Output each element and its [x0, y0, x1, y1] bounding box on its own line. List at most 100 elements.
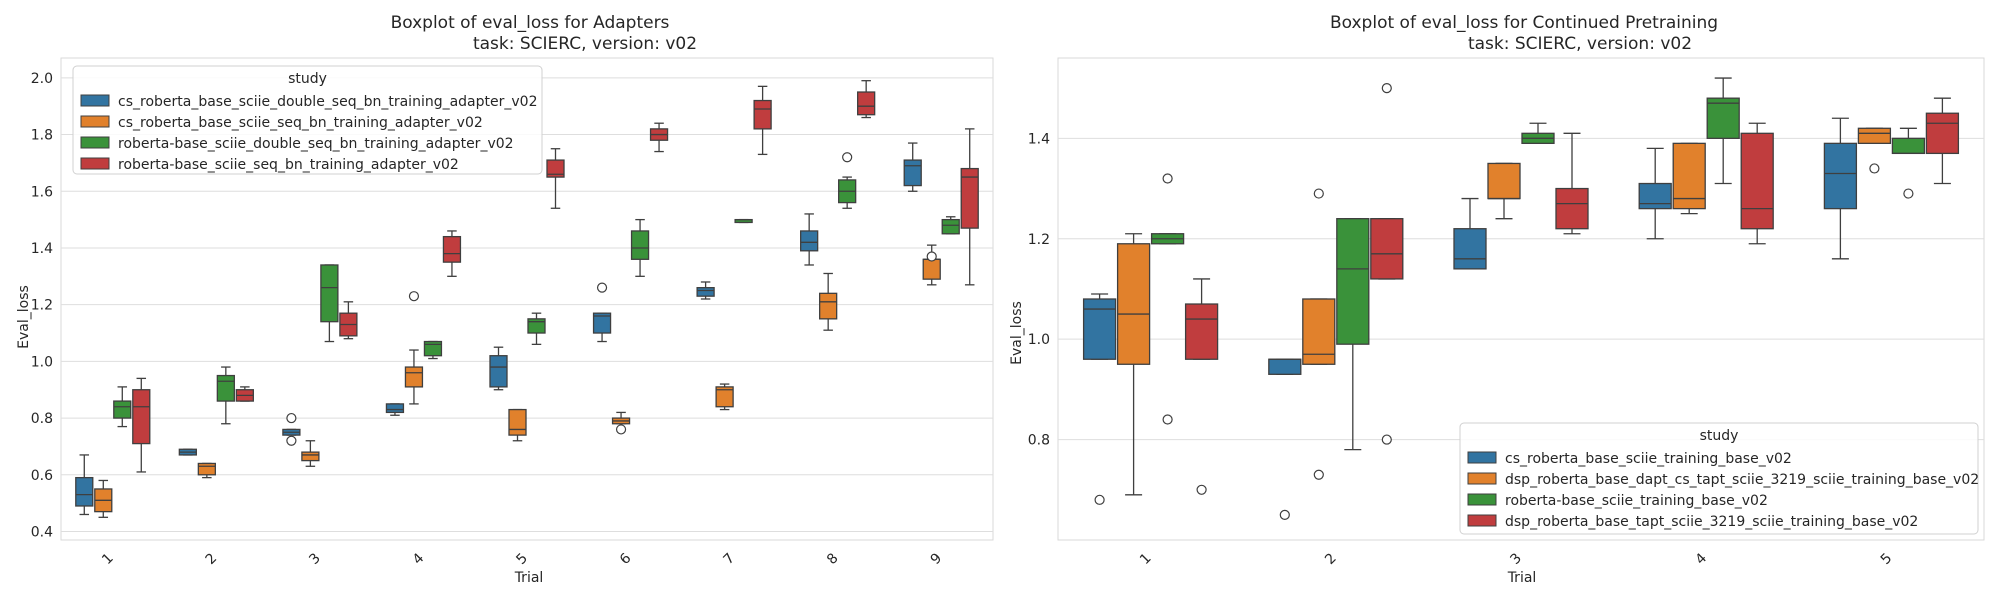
box	[1268, 358, 1302, 520]
legend-entry: roberta-base_sciie_seq_bn_training_adapt…	[118, 157, 459, 173]
outlier-point	[1869, 163, 1880, 174]
x-tick-label: 5	[1878, 550, 1896, 568]
box	[75, 454, 94, 516]
box-body	[1302, 298, 1336, 365]
chart-subtitle: task: SCIERC, version: v02	[1468, 34, 1692, 54]
box	[960, 128, 979, 286]
box-body	[113, 400, 132, 419]
box	[838, 152, 857, 209]
legend: study cs_roberta_base_sciie_double_seq_bn…	[72, 65, 543, 175]
chart-subtitle: task: SCIERC, version: v02	[473, 34, 697, 54]
box	[753, 85, 772, 156]
y-tick-label: 0.6	[31, 468, 53, 484]
legend: study cs_roberta_base_sciie_training_base…	[1459, 422, 1979, 535]
box-body	[489, 355, 508, 388]
box-body	[1857, 127, 1892, 145]
y-tick-label: 1.4	[31, 241, 53, 257]
y-tick-label: 0.8	[31, 411, 53, 427]
series-4	[132, 80, 979, 473]
outlier-point	[926, 251, 937, 262]
legend-entry: dsp_roberta_base_tapt_sciie_3219_sciie_t…	[1505, 514, 1918, 530]
y-tick-label: 0.8	[1028, 433, 1050, 449]
box	[1336, 218, 1370, 451]
box	[630, 218, 650, 277]
box-body	[696, 287, 715, 297]
box-body	[1336, 218, 1370, 345]
box-body	[1706, 97, 1740, 139]
box	[1857, 127, 1892, 174]
outlier-point	[1313, 188, 1324, 199]
x-axis: 1 2 3 4 5 6 7 8 9	[99, 550, 945, 568]
box	[819, 272, 838, 331]
box	[216, 366, 235, 425]
legend-frame	[1459, 422, 1979, 535]
x-axis-label: Trial	[514, 570, 544, 586]
outlier-point	[1381, 83, 1392, 94]
box-body	[592, 312, 612, 334]
x-tick-label: 8	[824, 550, 842, 568]
x-axis-label: Trial	[1507, 570, 1537, 586]
x-tick-label: 1	[99, 550, 117, 568]
y-tick-label: 1.0	[31, 354, 53, 370]
outlier-point	[286, 412, 297, 424]
box-body	[903, 159, 922, 187]
box-body	[715, 386, 734, 408]
series-2	[94, 244, 941, 518]
box-body	[857, 91, 876, 116]
box	[442, 230, 462, 277]
box	[320, 264, 339, 343]
box-body	[75, 476, 94, 507]
box-body	[753, 99, 772, 130]
box	[282, 412, 301, 446]
box-body	[1925, 112, 1960, 155]
series-2	[1116, 127, 1892, 496]
box	[941, 216, 960, 235]
box-body	[1555, 187, 1589, 230]
legend-swatch	[80, 157, 110, 170]
legend-swatch	[1467, 493, 1497, 506]
legend-entry: cs_roberta_base_sciie_double_seq_bn_trai…	[118, 94, 537, 110]
legend-title: study	[288, 71, 327, 87]
y-axis-label: Eval_loss	[1009, 301, 1025, 365]
chart-title: Boxplot of eval_loss for Adapters	[391, 13, 670, 33]
x-tick-label: 1	[1137, 550, 1155, 568]
box	[527, 312, 546, 346]
box-body	[960, 167, 979, 229]
outlier-point	[842, 152, 853, 163]
box	[1672, 142, 1706, 215]
x-tick-label: 4	[1693, 550, 1711, 568]
box	[734, 218, 753, 224]
box	[1891, 127, 1926, 199]
box	[1638, 147, 1672, 240]
box	[1740, 122, 1774, 245]
x-tick-label: 3	[1507, 550, 1525, 568]
y-tick-label: 0.4	[31, 524, 53, 540]
box	[696, 281, 715, 300]
box-body	[1823, 142, 1858, 210]
box	[508, 408, 527, 442]
legend-entry: roberta-base_sciie_double_seq_bn_trainin…	[118, 136, 514, 152]
box-body	[1268, 358, 1302, 375]
box-body	[423, 340, 443, 357]
box	[113, 386, 132, 428]
series-1	[1082, 117, 1858, 520]
box	[592, 282, 612, 343]
legend-entry: cs_roberta_base_sciie_training_base_v02	[1505, 451, 1792, 467]
y-tick-label: 1.2	[31, 298, 53, 314]
box-body	[442, 235, 462, 263]
box-body	[1082, 298, 1117, 360]
box-body	[320, 264, 339, 323]
series-1	[75, 142, 922, 516]
box-body	[1891, 137, 1926, 155]
x-tick-label: 5	[513, 550, 531, 568]
box-body	[1638, 182, 1672, 210]
x-axis: 1 2 3 4 5	[1137, 550, 1895, 568]
box	[1706, 77, 1740, 185]
legend-entry: dsp_roberta_base_dapt_cs_tapt_sciie_3219…	[1505, 472, 1979, 488]
box-body	[1487, 162, 1521, 200]
legend-swatch	[1467, 472, 1497, 485]
x-tick-label: 3	[306, 550, 324, 568]
box	[1453, 197, 1487, 270]
outlier-point	[615, 424, 627, 435]
box-body	[404, 366, 424, 388]
